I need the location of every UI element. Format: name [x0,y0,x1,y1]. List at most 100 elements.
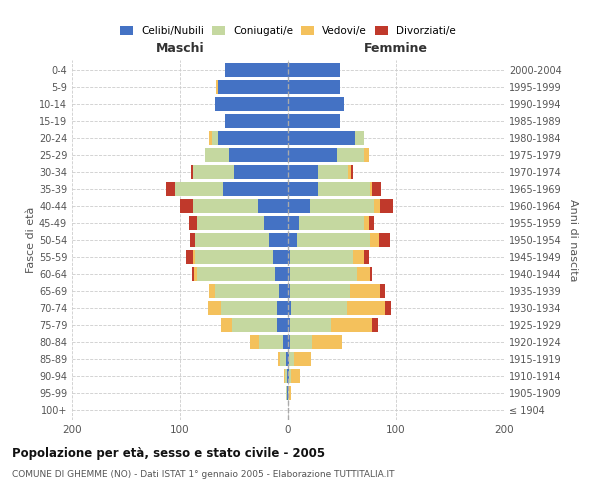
Bar [288,233,296,247]
Bar [372,318,377,332]
Bar [290,335,312,348]
Bar [209,284,215,298]
Bar [221,301,277,314]
Bar [218,80,288,94]
Bar [278,352,280,366]
Bar [175,182,223,196]
Bar [374,199,380,213]
Bar [288,352,289,366]
Text: COMUNE DI GHEMME (NO) - Dati ISTAT 1° gennaio 2005 - Elaborazione TUTTITALIA.IT: COMUNE DI GHEMME (NO) - Dati ISTAT 1° ge… [12,470,395,479]
Text: Popolazione per età, sesso e stato civile - 2005: Popolazione per età, sesso e stato civil… [12,448,325,460]
Bar [193,199,258,213]
Bar [250,335,259,348]
Bar [229,148,288,162]
Bar [283,335,288,348]
Bar [364,148,369,162]
Bar [259,335,283,348]
Bar [288,335,290,348]
Bar [364,250,369,264]
Bar [288,318,290,332]
Bar [187,250,193,264]
Bar [288,182,318,196]
Bar [380,199,393,213]
Bar [166,182,175,196]
Bar [288,114,340,128]
Bar [197,216,264,230]
Bar [277,301,288,314]
Bar [215,284,280,298]
Bar [289,369,291,382]
Bar [258,199,288,213]
Bar [288,132,355,145]
Bar [288,199,310,213]
Bar [299,216,364,230]
Bar [226,114,288,128]
Bar [288,166,318,179]
Bar [232,318,277,332]
Bar [379,233,389,247]
Legend: Celibi/Nubili, Coniugati/e, Vedovi/e, Divorziati/e: Celibi/Nubili, Coniugati/e, Vedovi/e, Di… [116,22,460,40]
Bar [188,216,197,230]
Bar [287,386,288,400]
Bar [290,250,353,264]
Bar [193,166,234,179]
Bar [288,386,289,400]
Bar [288,284,290,298]
Bar [385,301,391,314]
Bar [289,352,295,366]
Bar [215,98,288,111]
Bar [370,182,372,196]
Bar [215,80,218,94]
Bar [288,301,291,314]
Bar [357,267,370,281]
Bar [295,352,311,366]
Y-axis label: Anni di nascita: Anni di nascita [568,198,578,281]
Bar [370,267,372,281]
Bar [190,233,195,247]
Bar [264,216,288,230]
Bar [205,148,229,162]
Bar [331,318,372,332]
Bar [280,352,286,366]
Bar [380,284,385,298]
Bar [347,301,385,314]
Bar [288,80,340,94]
Bar [208,301,221,314]
Bar [195,250,273,264]
Bar [226,64,288,77]
Bar [218,132,288,145]
Bar [221,318,232,332]
Bar [364,216,369,230]
Text: Maschi: Maschi [155,42,205,55]
Bar [180,199,193,213]
Y-axis label: Fasce di età: Fasce di età [26,207,36,273]
Bar [194,267,197,281]
Bar [318,182,370,196]
Bar [290,284,350,298]
Bar [337,148,364,162]
Bar [277,318,288,332]
Bar [273,250,288,264]
Bar [369,216,374,230]
Bar [372,182,381,196]
Bar [197,267,275,281]
Bar [288,216,299,230]
Bar [318,166,349,179]
Bar [287,369,288,382]
Bar [353,250,364,264]
Bar [312,335,342,348]
Bar [296,233,370,247]
Bar [288,148,337,162]
Bar [286,352,288,366]
Bar [291,301,347,314]
Bar [349,166,350,179]
Bar [288,369,289,382]
Bar [288,250,290,264]
Bar [290,267,357,281]
Bar [288,267,290,281]
Bar [209,132,212,145]
Bar [355,132,364,145]
Bar [370,233,379,247]
Bar [192,267,194,281]
Bar [288,64,340,77]
